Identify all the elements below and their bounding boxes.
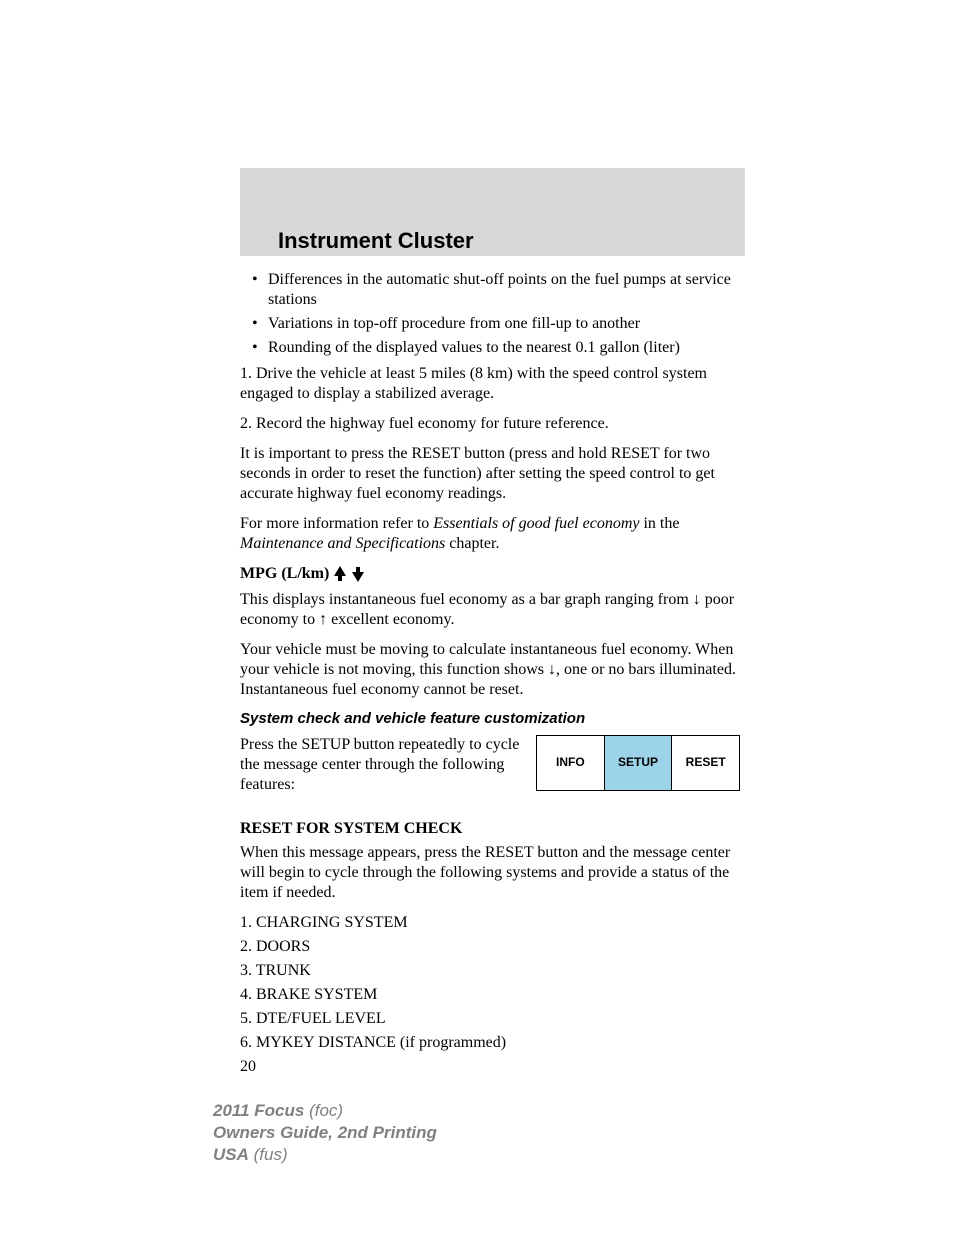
system-item: 1. CHARGING SYSTEM: [240, 913, 740, 933]
reset-system-heading: RESET FOR SYSTEM CHECK: [240, 819, 740, 839]
reset-note: It is important to press the RESET butto…: [240, 444, 740, 504]
system-item: 4. BRAKE SYSTEM: [240, 985, 740, 1005]
setup-text: Press the SETUP button repeatedly to cyc…: [240, 735, 536, 795]
arrow-up-glyph: ↑: [319, 611, 327, 628]
bullet-item: Rounding of the displayed values to the …: [256, 338, 740, 358]
setup-row: Press the SETUP button repeatedly to cyc…: [240, 735, 740, 795]
button-panel: INFO SETUP RESET: [536, 735, 740, 791]
bullet-item: Differences in the automatic shut-off po…: [256, 270, 740, 310]
mpg-para-1: This displays instantaneous fuel economy…: [240, 590, 740, 630]
arrow-down-icon: [351, 565, 365, 583]
reset-button[interactable]: RESET: [672, 736, 739, 790]
system-check-heading: System check and vehicle feature customi…: [240, 710, 740, 729]
page-number: 20: [240, 1057, 740, 1077]
refer-doc: Essentials of good fuel economy: [433, 515, 639, 532]
mpg-para-2: Your vehicle must be moving to calculate…: [240, 640, 740, 700]
step-1: 1. Drive the vehicle at least 5 miles (8…: [240, 364, 740, 404]
page-content: Differences in the automatic shut-off po…: [240, 270, 740, 1077]
footer-line-3: USA (fus): [213, 1144, 437, 1166]
refer-chapter: Maintenance and Specifications: [240, 535, 445, 552]
reset-system-para: When this message appears, press the RES…: [240, 843, 740, 903]
refer-mid: in the: [639, 515, 679, 532]
system-item: 5. DTE/FUEL LEVEL: [240, 1009, 740, 1029]
bullet-item: Variations in top-off procedure from one…: [256, 314, 740, 334]
refer-para: For more information refer to Essentials…: [240, 514, 740, 554]
setup-button[interactable]: SETUP: [605, 736, 673, 790]
refer-suffix: chapter.: [445, 535, 499, 552]
footer-region: USA: [213, 1145, 249, 1164]
footer-line-2: Owners Guide, 2nd Printing: [213, 1122, 437, 1144]
footer: 2011 Focus (foc) Owners Guide, 2nd Print…: [213, 1100, 437, 1166]
footer-line-1: 2011 Focus (foc): [213, 1100, 437, 1122]
system-item: 3. TRUNK: [240, 961, 740, 981]
arrow-down-glyph: ↓: [693, 591, 701, 608]
info-button[interactable]: INFO: [537, 736, 605, 790]
mpg-p1a: This displays instantaneous fuel economy…: [240, 591, 693, 608]
step-2: 2. Record the highway fuel economy for f…: [240, 414, 740, 434]
arrow-up-icon: [333, 565, 347, 583]
bullet-list: Differences in the automatic shut-off po…: [256, 270, 740, 358]
system-item: 2. DOORS: [240, 937, 740, 957]
footer-code-1: (foc): [304, 1101, 343, 1120]
footer-model: 2011 Focus: [213, 1101, 304, 1120]
mpg-p1c: excellent economy.: [327, 611, 454, 628]
section-title: Instrument Cluster: [278, 228, 474, 254]
system-item: 6. MYKEY DISTANCE (if programmed): [240, 1033, 740, 1053]
refer-prefix: For more information refer to: [240, 515, 433, 532]
arrow-down-glyph: ↓: [548, 661, 556, 678]
system-list: 1. CHARGING SYSTEM 2. DOORS 3. TRUNK 4. …: [240, 913, 740, 1053]
footer-code-2: (fus): [249, 1145, 288, 1164]
mpg-heading: MPG (L/km): [240, 564, 740, 584]
mpg-heading-text: MPG (L/km): [240, 564, 329, 584]
